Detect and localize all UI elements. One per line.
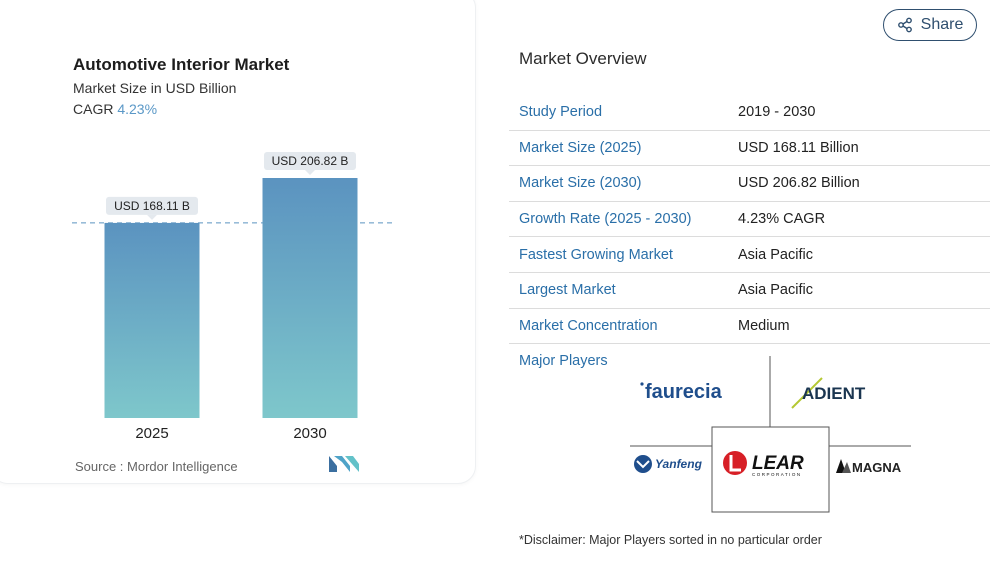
data-label: USD 168.11 B [114, 199, 190, 213]
disclaimer: *Disclaimer: Major Players sorted in no … [519, 533, 822, 547]
overview-row-value: Asia Pacific [738, 246, 813, 263]
cagr-value: 4.23% [117, 101, 158, 117]
overview-row: Study Period 2019 - 2030 [509, 95, 990, 131]
overview-row-label: Market Size (2025) [519, 139, 642, 156]
data-label-pointer [305, 170, 315, 175]
chart-source: Source : Mordor Intelligence [75, 459, 238, 474]
overview-row-value: Asia Pacific [738, 282, 813, 299]
cagr-label: CAGR [73, 101, 114, 117]
chart-title: Automotive Interior Market [73, 55, 290, 74]
bar-2025 [104, 222, 200, 418]
overview-row: Market Concentration Medium [509, 309, 990, 345]
data-label-bg [106, 196, 198, 215]
faurecia-logo: faurecia [640, 381, 723, 403]
adient-logo-text: ADIENT [802, 384, 866, 403]
adient-logo: ADIENT [791, 377, 866, 409]
share-label: Share [920, 16, 964, 33]
overview-row: Growth Rate (2025 - 2030) 4.23% CAGR [509, 202, 990, 238]
overview-row-value: USD 206.82 Billion [738, 175, 860, 192]
overview-row-value: 4.23% CAGR [738, 211, 826, 228]
cagr-line: CAGR 4.23% [73, 101, 157, 117]
lear-logo: LEAR CORPORATION [723, 451, 804, 477]
mordor-logo-icon [329, 456, 359, 472]
overview-row: Fastest Growing Market Asia Pacific [509, 237, 990, 273]
overview-row: Largest Market Asia Pacific [509, 273, 990, 309]
lear-logo-text: LEAR [752, 453, 804, 474]
share-button[interactable]: Share [883, 9, 977, 41]
data-label-pointer [147, 214, 157, 220]
chart-subtitle: Market Size in USD Billion [73, 80, 237, 96]
overview-row-label: Largest Market [519, 282, 616, 299]
overview-row: Market Size (2025) USD 168.11 Billion [509, 131, 990, 167]
share-icon [897, 17, 912, 33]
bar-chart: USD 168.11 B 2025 USD 206.82 B 2030 [72, 152, 392, 442]
chart-card [0, 0, 476, 484]
overview-row-value: 2019 - 2030 [738, 104, 816, 121]
overview-row-label: Study Period [519, 104, 603, 121]
lear-logo-subtext: CORPORATION [752, 472, 802, 477]
data-label-bg [264, 152, 356, 170]
overview-row: Market Size (2030) USD 206.82 Billion [509, 166, 990, 202]
overview-table: Study Period 2019 - 2030 Market Size (2025… [509, 95, 990, 345]
yanfeng-logo: Yanfeng [634, 455, 703, 473]
data-label: USD 206.82 B [272, 154, 349, 168]
major-players-label: Major Players [519, 353, 608, 369]
overview-row-label: Growth Rate (2025 - 2030) [519, 211, 692, 228]
yanfeng-logo-text: Yanfeng [655, 457, 703, 471]
overview-heading: Market Overview [519, 49, 647, 68]
overview-row-label: Fastest Growing Market [519, 246, 673, 263]
magna-logo-text: MAGNA [852, 460, 902, 475]
overview-row-label: Market Concentration [519, 317, 658, 334]
overview-row-value: Medium [738, 317, 790, 334]
x-tick-label: 2025 [135, 425, 168, 442]
overview-row-value: USD 168.11 Billion [738, 139, 859, 156]
overview-row-label: Market Size (2030) [519, 175, 642, 192]
faurecia-logo-text: faurecia [645, 381, 723, 403]
magna-logo: MAGNA [836, 459, 902, 475]
x-tick-label: 2030 [293, 425, 326, 442]
bar-2030 [262, 178, 358, 418]
